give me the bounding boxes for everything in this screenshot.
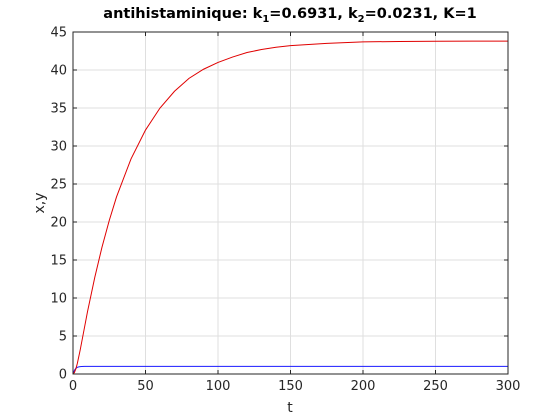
title-part-k2: =0.0231, K=1 [365,6,477,22]
y-tick-label: 20 [50,216,67,231]
x-tick-label: 300 [496,379,521,394]
y-tick-label: 15 [50,254,67,269]
x-tick-label: 50 [137,379,154,394]
chart-title: antihistaminique: k1=0.6931, k2=0.0231, … [103,6,476,25]
x-tick-label: 200 [351,379,376,394]
title-part-k1: =0.6931, k [269,6,358,22]
y-tick-label: 25 [50,178,67,193]
title-k1-subscript: 1 [262,14,269,25]
y-tick-label: 45 [50,26,67,41]
grid [73,32,508,374]
y-tick-label: 0 [59,368,67,383]
y-tick-label: 35 [50,102,67,117]
x-tick-label: 0 [69,379,77,394]
y-tick-label: 30 [50,140,67,155]
series-line-2 [72,40,508,375]
series-layer [72,40,508,375]
y-tick-label: 5 [59,330,67,345]
series-line-1 [72,365,508,375]
title-k2-subscript: 2 [358,14,365,25]
x-tick-label: 150 [278,379,303,394]
x-tick-label: 100 [206,379,231,394]
ticks: 0 50 100 150 200 250 300 0 5 10 15 20 25 30 35 40 45 [50,26,520,395]
x-axis-label: t [287,400,293,416]
y-tick-label: 10 [50,292,67,307]
x-tick-label: 250 [423,379,448,394]
y-axis-label: x,y [32,192,48,213]
y-tick-label: 40 [50,64,67,79]
title-part-prefix: antihistaminique: k [103,6,262,22]
